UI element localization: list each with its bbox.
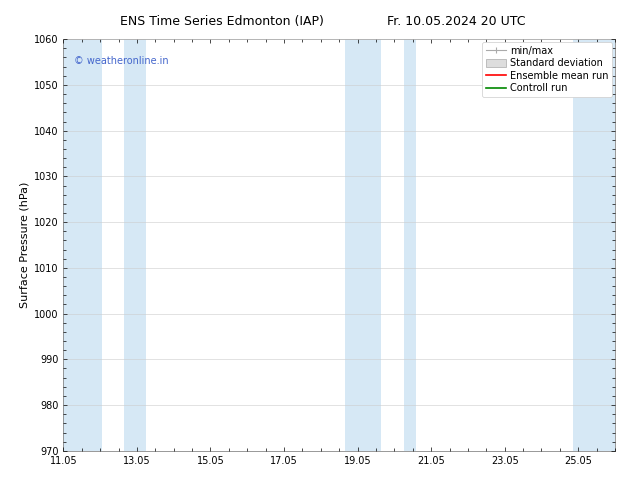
- Bar: [573, 39, 615, 451]
- Y-axis label: Surface Pressure (hPa): Surface Pressure (hPa): [20, 182, 30, 308]
- Text: ENS Time Series Edmonton (IAP): ENS Time Series Edmonton (IAP): [120, 15, 324, 28]
- Text: © weatheronline.in: © weatheronline.in: [74, 56, 169, 66]
- Text: Fr. 10.05.2024 20 UTC: Fr. 10.05.2024 20 UTC: [387, 15, 526, 28]
- Bar: [345, 39, 382, 451]
- Bar: [63, 39, 102, 451]
- Bar: [124, 39, 146, 451]
- Legend: min/max, Standard deviation, Ensemble mean run, Controll run: min/max, Standard deviation, Ensemble me…: [482, 42, 612, 97]
- Bar: [404, 39, 417, 451]
